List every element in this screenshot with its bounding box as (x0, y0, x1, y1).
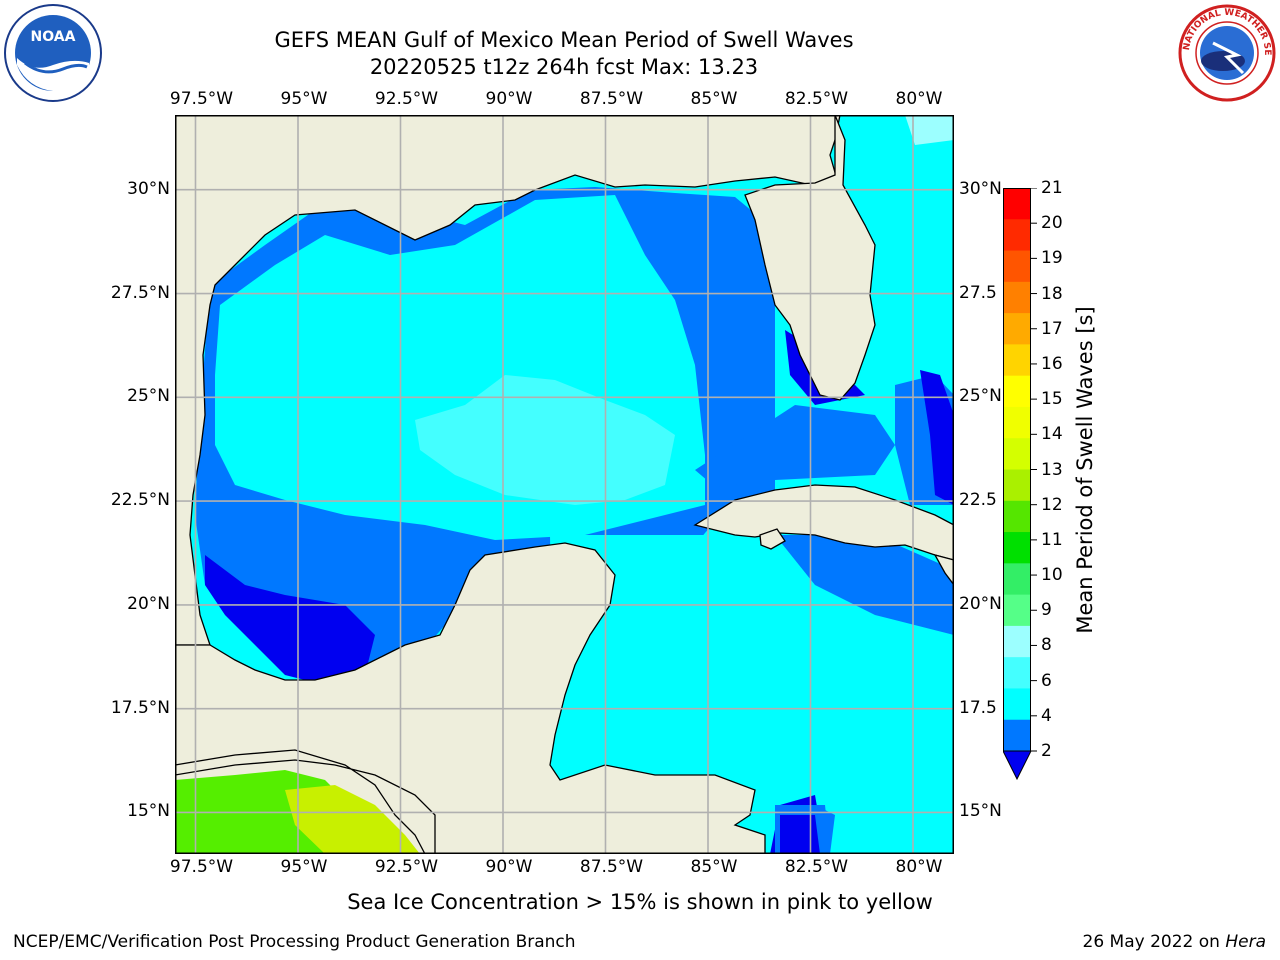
colorbar-segment (1003, 375, 1031, 408)
lon-label-bottom: 82.5°W (784, 857, 849, 877)
lon-label-bottom: 95°W (280, 857, 328, 877)
lon-label-bottom: 85°W (690, 857, 738, 877)
footer-date: 26 May 2022 on Hera (1083, 932, 1267, 952)
lon-label-top: 80°W (895, 89, 943, 109)
lat-label-right: 20°N (959, 593, 1002, 614)
ocean-band-13-14 (285, 785, 420, 854)
lat-label-right: 30°N (959, 178, 1002, 199)
lon-label-top: 82.5°W (784, 89, 849, 109)
colorbar-segment (1003, 406, 1031, 439)
footer-machine: Hera (1225, 932, 1266, 952)
colorbar-segment (1003, 688, 1031, 721)
lat-label-left: 22.5°N (110, 490, 170, 511)
ocean-band-2-4-caribbean-east (775, 535, 954, 635)
lon-label-top: 85°W (690, 89, 738, 109)
ocean-band-lt2-mexico (205, 555, 375, 685)
colorbar-segment (1003, 532, 1031, 564)
colorbar-tick-label: 8 (1041, 635, 1052, 656)
colorbar-tick-label: 6 (1041, 670, 1052, 691)
lat-label-right: 17.5 (959, 697, 997, 718)
lon-label-top: 87.5°W (579, 89, 644, 109)
map-frame (175, 115, 954, 854)
lon-label-top: 90°W (485, 89, 533, 109)
colorbar-tick-label: 4 (1041, 705, 1052, 726)
nws-logo-icon: NATIONAL WEATHER SERVICE (1174, 0, 1277, 103)
ocean-band-lt2-nicaragua (780, 815, 820, 854)
lon-label-top: 97.5°W (169, 89, 234, 109)
lat-label-left: 30°N (127, 178, 170, 199)
ocean-band-4-6-caribbean (550, 530, 954, 854)
lat-label-left: 25°N (127, 386, 170, 407)
lat-label-left: 27.5°N (110, 282, 170, 303)
colorbar-tick-label: 16 (1041, 353, 1063, 374)
land-masses (175, 115, 954, 854)
lon-label-bottom: 92.5°W (374, 857, 439, 877)
ocean-band-lt2-bahamas (920, 370, 954, 505)
colorbar-frame (1003, 188, 1031, 751)
lat-label-left: 20°N (127, 593, 170, 614)
colorbar-segment (1003, 188, 1031, 220)
colorbar-tick-label: 10 (1041, 565, 1063, 586)
colorbar-under-arrow (1003, 750, 1032, 781)
colorbar-tick-label: 21 (1041, 178, 1063, 198)
colorbar-label: Mean Period of Swell Waves [s] (1073, 306, 1097, 634)
colorbar-tick-label: 14 (1041, 424, 1063, 445)
colorbar-tick-label: 17 (1041, 318, 1063, 339)
colorbar-tick-label: 15 (1041, 389, 1063, 410)
svg-text:NOAA: NOAA (31, 29, 76, 45)
colorbar-tick-label: 19 (1041, 248, 1063, 269)
map-panel (175, 115, 954, 854)
colorbar-tick-label: 12 (1041, 494, 1063, 515)
colorbar-segment (1003, 563, 1031, 596)
lat-label-left: 17.5°N (110, 697, 170, 718)
noaa-logo-icon: NOAA (3, 3, 103, 103)
lon-label-bottom: 80°W (895, 857, 943, 877)
colorbar-segment (1003, 344, 1031, 377)
lat-label-right: 27.5 (959, 282, 997, 303)
colorbar-tick-label: 11 (1041, 529, 1063, 550)
colorbar-tick-label: 13 (1041, 459, 1063, 480)
lat-label-right: 22.5 (959, 490, 997, 511)
land-isle-of-youth (759, 528, 786, 550)
lat-label-left: 15°N (127, 801, 170, 822)
colorbar-segment (1003, 281, 1031, 314)
lon-label-bottom: 90°W (485, 857, 533, 877)
colorbar-tick-label: 9 (1041, 600, 1052, 621)
colorbar (1003, 188, 1043, 782)
lon-label-top: 95°W (280, 89, 328, 109)
graticule (175, 115, 954, 854)
colorbar-tick-label: 20 (1041, 213, 1063, 234)
footer-credit: NCEP/EMC/Verification Post Processing Pr… (13, 932, 576, 952)
colorbar-segment (1003, 500, 1031, 533)
colorbar-segment (1003, 438, 1031, 470)
sea-ice-note: Sea Ice Concentration > 15% is shown in … (347, 890, 933, 914)
lon-label-bottom: 97.5°W (169, 857, 234, 877)
colorbar-segment (1003, 219, 1031, 252)
colorbar-segment (1003, 719, 1031, 752)
colorbar-segment (1003, 250, 1031, 283)
map-title: GEFS MEAN Gulf of Mexico Mean Period of … (274, 28, 854, 52)
lat-label-right: 15°N (959, 801, 1002, 822)
land-hispaniola-edge (933, 553, 954, 587)
ocean-band-2-4-straits (695, 405, 895, 487)
colorbar-tick-label: 18 (1041, 283, 1063, 304)
land-mexico-yucatan (175, 542, 766, 854)
ocean-band-6-8-gulf (415, 375, 675, 505)
map-subtitle: 20220525 t12z 264h fcst Max: 13.23 (369, 55, 759, 79)
ocean-band-8-9-atlantic (905, 115, 954, 145)
footer-date-text: 26 May 2022 on (1082, 932, 1226, 952)
land-honduras-coast (175, 749, 436, 854)
colorbar-segment (1003, 594, 1031, 627)
colorbar-segment (1003, 657, 1031, 689)
lon-label-top: 92.5°W (374, 89, 439, 109)
colorbar-segment (1003, 625, 1031, 658)
colorbar-tick-label: 2 (1041, 741, 1052, 761)
colorbar-segment (1003, 469, 1031, 502)
lat-label-right: 25°N (959, 386, 1002, 407)
colorbar-segment (1003, 313, 1031, 345)
lon-label-bottom: 87.5°W (579, 857, 644, 877)
